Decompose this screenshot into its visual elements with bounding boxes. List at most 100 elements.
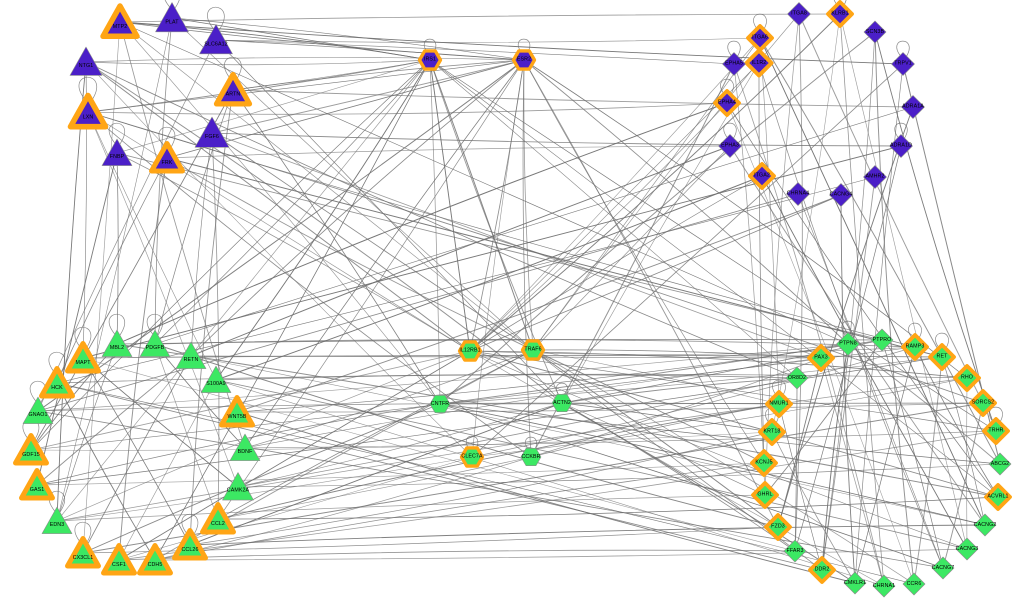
node-glyph — [718, 134, 742, 158]
graph-node-kcnj5[interactable]: KCNJ5 — [746, 445, 782, 481]
triangle-node-shape — [155, 2, 189, 33]
graph-node-ptpro[interactable]: PTPRO — [868, 326, 895, 353]
diamond-node-shape — [988, 452, 1012, 476]
graph-edge — [244, 430, 997, 449]
triangle-node-shape — [139, 329, 171, 357]
graph-node-epha5[interactable]: EPHA5 — [720, 50, 748, 78]
node-glyph — [891, 52, 915, 76]
graph-edge — [30, 346, 916, 451]
graph-node-frk[interactable]: FRK — [145, 136, 190, 181]
self-loop-edge — [720, 78, 734, 96]
triangle-node-shape — [194, 116, 230, 148]
diamond-node-shape — [829, 183, 853, 207]
graph-edge — [439, 403, 1001, 465]
graph-node-cacng7[interactable]: CACNG7 — [929, 554, 956, 581]
diamond-node-shape — [901, 333, 929, 361]
hexagon-node-shape — [511, 49, 537, 71]
graph-node-cmklr1[interactable]: CMKLR1 — [841, 569, 868, 596]
graph-edge — [85, 61, 473, 458]
graph-edge — [56, 17, 173, 522]
graph-node-ghrl[interactable]: GHRL — [747, 477, 783, 513]
self-loop-edge — [517, 38, 531, 54]
graph-node-abcg2[interactable]: ABCG2 — [986, 450, 1013, 477]
graph-edge — [532, 349, 823, 571]
graph-node-itga2[interactable]: ITGA2 — [744, 158, 780, 194]
node-glyph — [13, 433, 49, 466]
graph-node-pdgfb[interactable]: PDGFB — [137, 326, 172, 361]
graph-node-irs1[interactable]: IRS1 — [414, 44, 446, 76]
graph-node-cntfr[interactable]: CNTFR — [427, 391, 452, 416]
graph-edge — [116, 152, 119, 345]
graph-node-actn2[interactable]: ACTN2 — [549, 390, 574, 415]
graph-node-cckbr[interactable]: CCKBR — [518, 444, 543, 469]
graph-node-fgf6[interactable]: FGF6 — [192, 113, 231, 152]
graph-edge — [733, 63, 885, 587]
graph-node-klrb1[interactable]: KLRB1 — [822, 0, 858, 32]
graph-edge — [941, 356, 986, 526]
graph-node-esr2[interactable]: ESR2 — [508, 44, 540, 76]
graph-node-amhr2[interactable]: AMHR2 — [861, 163, 889, 191]
graph-node-epha3[interactable]: EPHA3 — [716, 132, 744, 160]
graph-node-chrna4[interactable]: CHRNA4 — [784, 180, 812, 208]
graph-node-traf6[interactable]: TRAF6 — [517, 334, 549, 366]
graph-node-slc6a12[interactable]: SLC6A12 — [197, 21, 235, 59]
graph-node-gnao1[interactable]: GNAO1 — [20, 393, 55, 428]
graph-node-trpv1[interactable]: TRPV1 — [889, 50, 917, 78]
graph-node-epha4[interactable]: EPHA4 — [709, 85, 745, 121]
hexagon-node-shape — [551, 394, 573, 412]
graph-node-bdnf[interactable]: BDNF — [227, 430, 262, 465]
graph-edge — [914, 346, 999, 498]
graph-node-clec7a[interactable]: CLEC7A — [456, 441, 488, 473]
graph-edge — [36, 152, 118, 486]
graph-edge — [429, 59, 471, 352]
diamond-node-shape — [718, 134, 742, 158]
graph-node-itga8[interactable]: ITGA8 — [785, 0, 813, 28]
graph-node-cacng3[interactable]: CACNG3 — [953, 535, 980, 562]
graph-node-fnbp[interactable]: FNBP — [99, 135, 134, 170]
graph-edge — [532, 145, 731, 351]
graph-edge — [881, 339, 944, 569]
graph-node-cacng4[interactable]: CACNG4 — [827, 181, 855, 209]
self-loop-edge — [989, 406, 1003, 424]
node-glyph — [39, 366, 75, 399]
graph-node-chrna1[interactable]: CHRNA1 — [870, 572, 897, 599]
graph-edge — [211, 132, 220, 520]
graph-edge — [821, 176, 876, 571]
triangle-node-shape — [200, 365, 232, 393]
triangle-node-shape — [137, 543, 173, 576]
graph-node-ccr6[interactable]: CCR6 — [900, 570, 927, 597]
graph-edge — [471, 346, 916, 458]
graph-node-gas1[interactable]: GAS1 — [15, 463, 60, 508]
graph-node-acvrl1[interactable]: ACVRL1 — [980, 479, 1016, 515]
graph-node-lxn[interactable]: LXN — [63, 87, 113, 137]
graph-node-wnt5b[interactable]: WNT5B — [215, 390, 260, 435]
self-loop-edge — [727, 40, 741, 58]
diamond-node-shape — [902, 572, 926, 596]
node-glyph — [65, 341, 101, 374]
self-loop-edge — [48, 351, 66, 374]
self-loop-edge — [841, 320, 855, 338]
node-glyph — [175, 341, 207, 369]
graph-edge — [439, 31, 876, 405]
triangle-node-shape — [222, 472, 254, 501]
diamond-node-shape — [984, 483, 1012, 511]
graph-node-adra1d[interactable]: ADRA1D — [887, 132, 915, 160]
graph-node-plat[interactable]: PLAT — [153, 0, 191, 37]
graph-node-ddr2[interactable]: DDR2 — [804, 552, 840, 588]
node-glyph — [100, 3, 140, 39]
graph-node-cdh5[interactable]: CDH5 — [133, 538, 178, 583]
graph-node-mtp2[interactable]: MTP2 — [96, 0, 145, 46]
node-glyph — [222, 472, 254, 501]
graph-edge — [471, 63, 904, 458]
diamond-node-shape — [928, 343, 956, 371]
graph-node-artn[interactable]: ARTN — [209, 66, 257, 114]
graph-edge — [30, 431, 773, 451]
graph-node-scn3b[interactable]: SCN3B — [861, 18, 888, 45]
graph-node-il12rb1[interactable]: IL12RB1 — [454, 335, 486, 367]
graph-node-ntg1[interactable]: NTG1 — [67, 43, 104, 80]
diamond-node-shape — [863, 165, 887, 189]
graph-node-adra1a[interactable]: ADRA1A — [899, 93, 927, 121]
graph-node-trhr[interactable]: TRHR — [978, 413, 1014, 449]
self-loop-edge — [525, 436, 537, 452]
self-loop-edge — [207, 6, 225, 31]
